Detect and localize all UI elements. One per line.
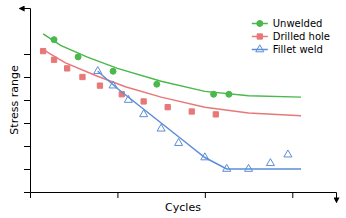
tick bbox=[24, 123, 30, 124]
axis-line bbox=[24, 9, 31, 193]
point bbox=[211, 91, 217, 97]
point bbox=[201, 153, 209, 160]
point bbox=[157, 124, 165, 131]
line bbox=[98, 71, 301, 169]
tick-mark bbox=[24, 169, 30, 170]
point bbox=[213, 112, 218, 117]
point bbox=[40, 48, 45, 53]
point bbox=[141, 99, 146, 104]
tick bbox=[292, 192, 293, 198]
legend-entry: Fillet weld bbox=[252, 44, 323, 55]
tick-mark bbox=[24, 54, 30, 55]
tick-mark bbox=[24, 77, 30, 78]
point bbox=[226, 91, 232, 97]
tick-mark bbox=[24, 100, 30, 101]
tick bbox=[24, 54, 30, 55]
x-axis-title: Cycles bbox=[165, 201, 201, 214]
point bbox=[245, 164, 253, 171]
point bbox=[94, 67, 102, 74]
legend-marker bbox=[257, 21, 263, 27]
legend-label: Unwelded bbox=[273, 18, 323, 29]
tick-mark bbox=[24, 123, 30, 124]
point bbox=[110, 68, 116, 74]
tick bbox=[24, 146, 30, 147]
point bbox=[65, 66, 70, 71]
tick bbox=[24, 169, 30, 170]
x-axis bbox=[31, 192, 337, 198]
legend-label: Drilled hole bbox=[273, 31, 330, 42]
legend-marker bbox=[256, 45, 264, 52]
tick bbox=[205, 192, 206, 198]
tick-mark bbox=[117, 192, 118, 198]
point bbox=[80, 74, 85, 79]
point bbox=[154, 81, 160, 87]
legend-label: Fillet weld bbox=[273, 44, 323, 55]
point bbox=[175, 138, 183, 145]
point bbox=[124, 95, 132, 102]
tick-mark bbox=[205, 192, 206, 198]
legend: Unwelded Drilled hole Fillet weld bbox=[252, 18, 330, 55]
legend-marker bbox=[257, 34, 262, 39]
y-axis-title: Stress range bbox=[8, 65, 21, 135]
point bbox=[51, 57, 56, 62]
y-axis bbox=[24, 9, 31, 193]
line bbox=[43, 50, 301, 116]
tick bbox=[24, 100, 30, 101]
point bbox=[109, 81, 117, 88]
tick bbox=[117, 192, 118, 198]
point bbox=[165, 105, 170, 110]
tick bbox=[24, 77, 30, 78]
line bbox=[43, 34, 301, 97]
point bbox=[266, 159, 274, 166]
plot-area bbox=[40, 34, 301, 171]
point bbox=[189, 109, 194, 114]
axis-line bbox=[31, 193, 337, 199]
legend-swatch bbox=[252, 49, 268, 51]
point bbox=[140, 110, 148, 117]
legend-entry: Unwelded bbox=[252, 18, 323, 29]
point bbox=[75, 54, 81, 60]
chart: Cycles Stress range Unwelded Drilled hole Fi… bbox=[0, 0, 346, 218]
point bbox=[51, 37, 57, 43]
point bbox=[284, 150, 292, 157]
tick-mark bbox=[292, 192, 293, 198]
point bbox=[223, 164, 231, 171]
tick-mark bbox=[24, 146, 30, 147]
point bbox=[97, 83, 102, 88]
legend-entry: Drilled hole bbox=[252, 31, 330, 42]
